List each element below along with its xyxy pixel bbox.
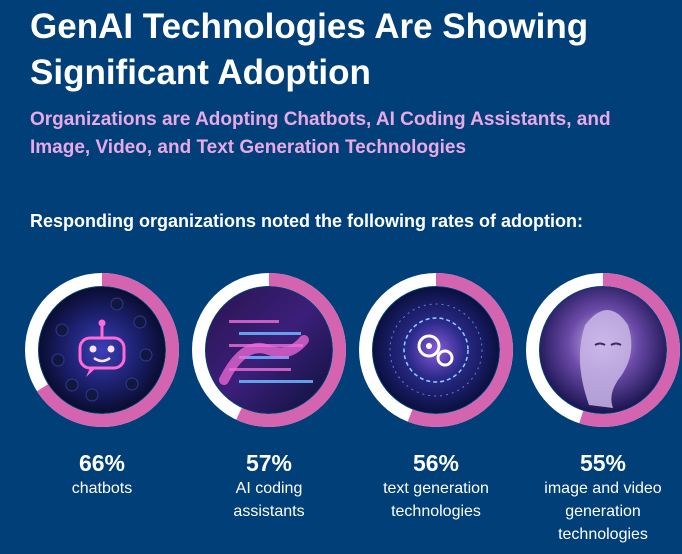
gear-circuit-icon (373, 287, 499, 413)
category-label-3-2: technologies (558, 526, 648, 543)
donut-arc-1 (236, 273, 346, 427)
page-title: GenAI Technologies Are Showing Significa… (30, 7, 589, 92)
value-label-0: 66% (78, 450, 126, 476)
donut-arc-3 (579, 273, 680, 427)
category-label-3-0: image and video (544, 480, 662, 497)
adoption-lead-text: Responding organizations noted the follo… (30, 211, 583, 231)
category-label-1-0: AI coding (235, 480, 303, 497)
category-label-3-1: generation (565, 503, 641, 520)
value-label-3: 55% (579, 450, 627, 476)
category-label-2-0: text generation (383, 480, 489, 497)
coding-hands-icon (206, 287, 332, 413)
digital-face-icon (540, 287, 666, 413)
chatbot-icon (39, 287, 165, 413)
category-label-1-1: assistants (233, 503, 305, 520)
category-label-0-0: chatbots (71, 480, 133, 497)
value-label-2: 56% (412, 450, 460, 476)
category-label-2-1: technologies (391, 503, 481, 520)
page-subtitle: Organizations are Adopting Chatbots, AI … (30, 109, 611, 158)
donut-arc-2 (407, 273, 513, 427)
donut-arc-0 (36, 273, 179, 427)
value-label-1: 57% (245, 450, 293, 476)
